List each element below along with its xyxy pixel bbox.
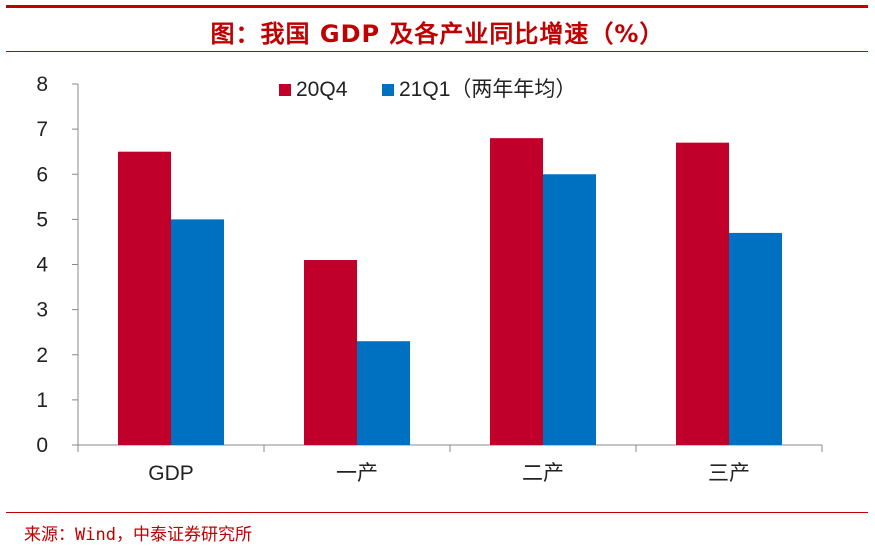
x-tick-label: 二产 xyxy=(522,462,564,485)
bar-series2 xyxy=(357,341,410,445)
x-tick-label: 一产 xyxy=(336,462,378,485)
bar-series2 xyxy=(171,219,224,445)
bar-series1 xyxy=(676,142,729,445)
top-rule xyxy=(6,5,868,8)
y-tick-label: 1 xyxy=(36,389,48,412)
bar-series1 xyxy=(118,151,171,445)
y-tick-label: 4 xyxy=(36,254,48,277)
title-rule xyxy=(6,51,868,52)
chart-title: 图：我国 GDP 及各产业同比增速（%） xyxy=(210,20,665,48)
y-tick-label: 8 xyxy=(36,73,48,96)
y-tick-label: 7 xyxy=(36,118,48,141)
bar-series2 xyxy=(543,174,596,445)
legend-label: 21Q1（两年年均） xyxy=(399,78,576,101)
source-note: 来源：Wind，中泰证券研究所 xyxy=(24,525,252,545)
y-tick-label: 6 xyxy=(36,163,48,186)
legend-swatch xyxy=(382,84,394,96)
y-tick-label: 3 xyxy=(36,299,48,322)
bottom-rule xyxy=(6,512,868,513)
bar-series2 xyxy=(729,232,782,445)
legend-swatch xyxy=(279,84,291,96)
y-tick-label: 5 xyxy=(36,208,48,231)
y-tick-label: 2 xyxy=(36,344,48,367)
y-tick-label: 0 xyxy=(36,434,48,457)
legend-label: 20Q4 xyxy=(296,78,348,101)
x-tick-label: GDP xyxy=(148,462,194,485)
x-tick-label: 三产 xyxy=(708,462,750,485)
bar-series1 xyxy=(490,138,543,445)
bar-chart: 0 1 2 3 4 5 6 7 8 GDP 一产 二产 三产 20Q4 21Q1（两年年均） xyxy=(36,73,823,485)
bar-series1 xyxy=(304,259,357,445)
